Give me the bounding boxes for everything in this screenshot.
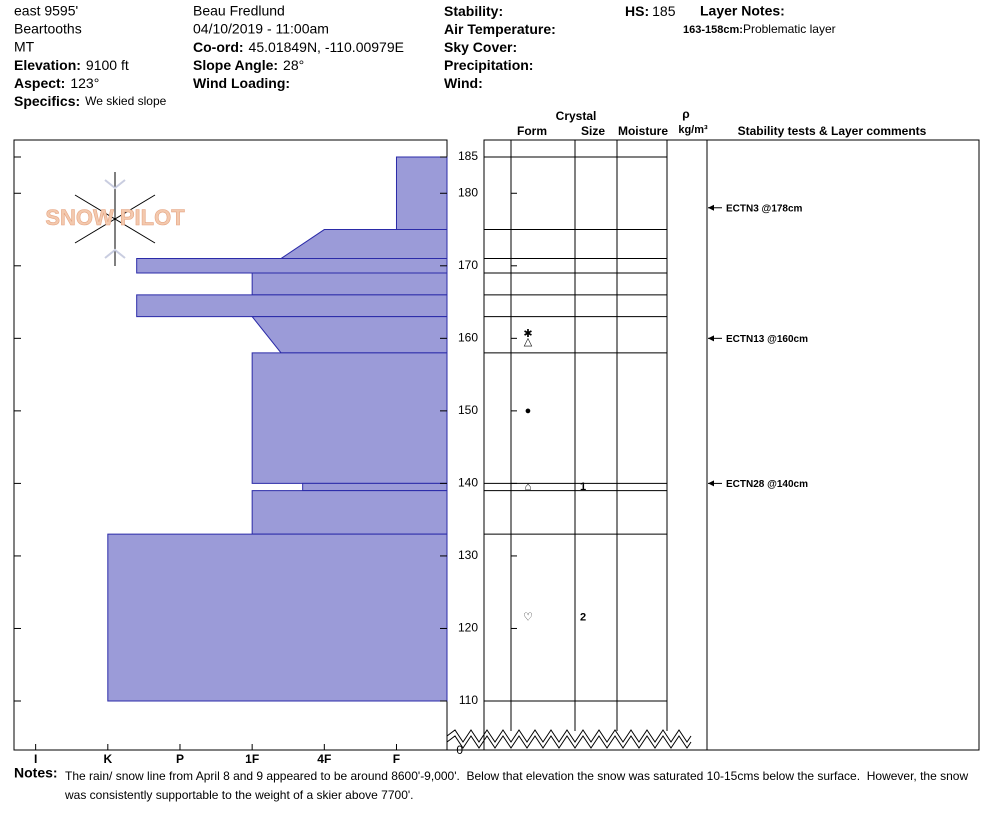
test-arrowhead <box>708 335 714 342</box>
test-arrowhead <box>708 204 714 211</box>
y-tick-label: 180 <box>458 185 478 199</box>
y-tick-label: 170 <box>458 258 478 272</box>
hardness-layer <box>302 482 448 492</box>
field-label: Co-ord: <box>193 39 244 55</box>
column-header: Stability tests & Layer comments <box>738 124 927 138</box>
y-tick-label: 110 <box>459 693 478 707</box>
header-field: Aspect: 123° <box>14 75 99 91</box>
header-field: Elevation: 9100 ft <box>14 57 129 73</box>
column-header: Form <box>517 124 547 138</box>
hardness-layer <box>251 272 448 296</box>
field-value: We skied slope <box>85 94 166 108</box>
y-tick-label: 120 <box>458 621 478 635</box>
header-field: Slope Angle: 28° <box>193 57 304 73</box>
axis-break <box>446 729 692 743</box>
header-text: 04/10/2019 - 11:00am <box>193 21 329 37</box>
field-value: 45.01849N, -110.00979E <box>249 39 404 55</box>
field-label: Wind: <box>444 75 483 91</box>
header-field: Sky Cover: <box>444 39 517 55</box>
column-header: Moisture <box>618 124 668 138</box>
header-text: MT <box>14 39 35 55</box>
column-header: kg/m³ <box>678 124 708 136</box>
field-label: Stability: <box>444 3 503 19</box>
header-field: Precipitation: <box>444 57 533 73</box>
header-field: Wind: <box>444 75 483 91</box>
grain-form: ● <box>525 405 532 417</box>
y-tick-label: 130 <box>458 548 478 562</box>
field-value: 9100 ft <box>86 57 129 73</box>
header-text: Beartooths <box>14 21 82 37</box>
grain-size: 1 <box>580 481 586 493</box>
header-field: Co-ord: 45.01849N, -110.00979E <box>193 39 404 55</box>
header-text: east 9595' <box>14 3 78 19</box>
layer-note-text: Problematic layer <box>743 22 836 36</box>
hardness-layer <box>395 156 448 231</box>
layer-note-range: 163-158cm: <box>683 24 743 36</box>
column-header: ρ <box>682 107 689 121</box>
grain-form: ✱ <box>523 328 532 340</box>
header-field: Stability: <box>444 3 503 19</box>
field-label: Precipitation: <box>444 57 533 73</box>
header-text: Beau Fredlund <box>193 3 285 19</box>
x-tick-label: 4F <box>317 752 331 766</box>
header-field: Specifics: We skied slope <box>14 93 167 109</box>
layer-notes-label: Layer Notes: <box>700 3 785 19</box>
notes-text: The rain/ snow line from April 8 and 9 a… <box>65 769 972 802</box>
hardness-layer <box>136 294 448 318</box>
test-label: ECTN13 @160cm <box>726 334 808 345</box>
y-tick-label: 185 <box>458 149 478 163</box>
field-label: Specifics: <box>14 93 80 109</box>
y-tick-label: 160 <box>458 331 478 345</box>
field-label: Sky Cover: <box>444 39 517 55</box>
x-tick-label: K <box>103 752 112 766</box>
axis-break <box>446 735 692 749</box>
hs: HS: 185 <box>625 3 676 19</box>
field-label: Aspect: <box>14 75 65 91</box>
field-label: Wind Loading: <box>193 75 290 91</box>
hs-value: 185 <box>652 3 676 19</box>
hardness-layer <box>251 352 448 484</box>
hs-label: HS: <box>625 3 649 19</box>
hardness-layer <box>251 490 448 535</box>
notes-label: Notes: <box>14 765 58 781</box>
y-base-label: 0 <box>456 743 463 757</box>
field-label: Elevation: <box>14 57 81 73</box>
logo: SNOW PILOT <box>45 205 185 230</box>
grain-size: 2 <box>580 611 586 623</box>
test-arrowhead <box>708 480 714 487</box>
x-tick-label: 1F <box>245 752 259 766</box>
column-header: Size <box>581 124 605 138</box>
test-label: ECTN3 @178cm <box>726 203 803 214</box>
column-header: Crystal <box>556 109 597 123</box>
grain-form: △ <box>524 336 533 348</box>
y-tick-label: 150 <box>458 403 478 417</box>
hardness-layer <box>251 316 448 354</box>
x-tick-label: F <box>393 752 400 766</box>
table-frame <box>483 139 980 751</box>
grain-form: ⌂ <box>525 481 532 493</box>
field-value: 28° <box>283 57 304 73</box>
field-label: Air Temperature: <box>444 21 556 37</box>
grain-form: ♡ <box>523 611 533 623</box>
layer-note: 163-158cm:Problematic layer <box>683 22 836 36</box>
field-value: 123° <box>70 75 99 91</box>
x-tick-label: I <box>34 752 37 766</box>
hardness-layer <box>107 533 448 702</box>
field-label: Slope Angle: <box>193 57 278 73</box>
hardness-layer <box>279 229 448 260</box>
header-field: Wind Loading: <box>193 75 290 91</box>
logo-flake <box>74 172 156 266</box>
x-tick-label: P <box>176 752 184 766</box>
hardness-layer <box>136 258 448 274</box>
header-field: Air Temperature: <box>444 21 556 37</box>
test-label: ECTN28 @140cm <box>726 479 808 490</box>
y-tick-label: 140 <box>458 476 478 490</box>
